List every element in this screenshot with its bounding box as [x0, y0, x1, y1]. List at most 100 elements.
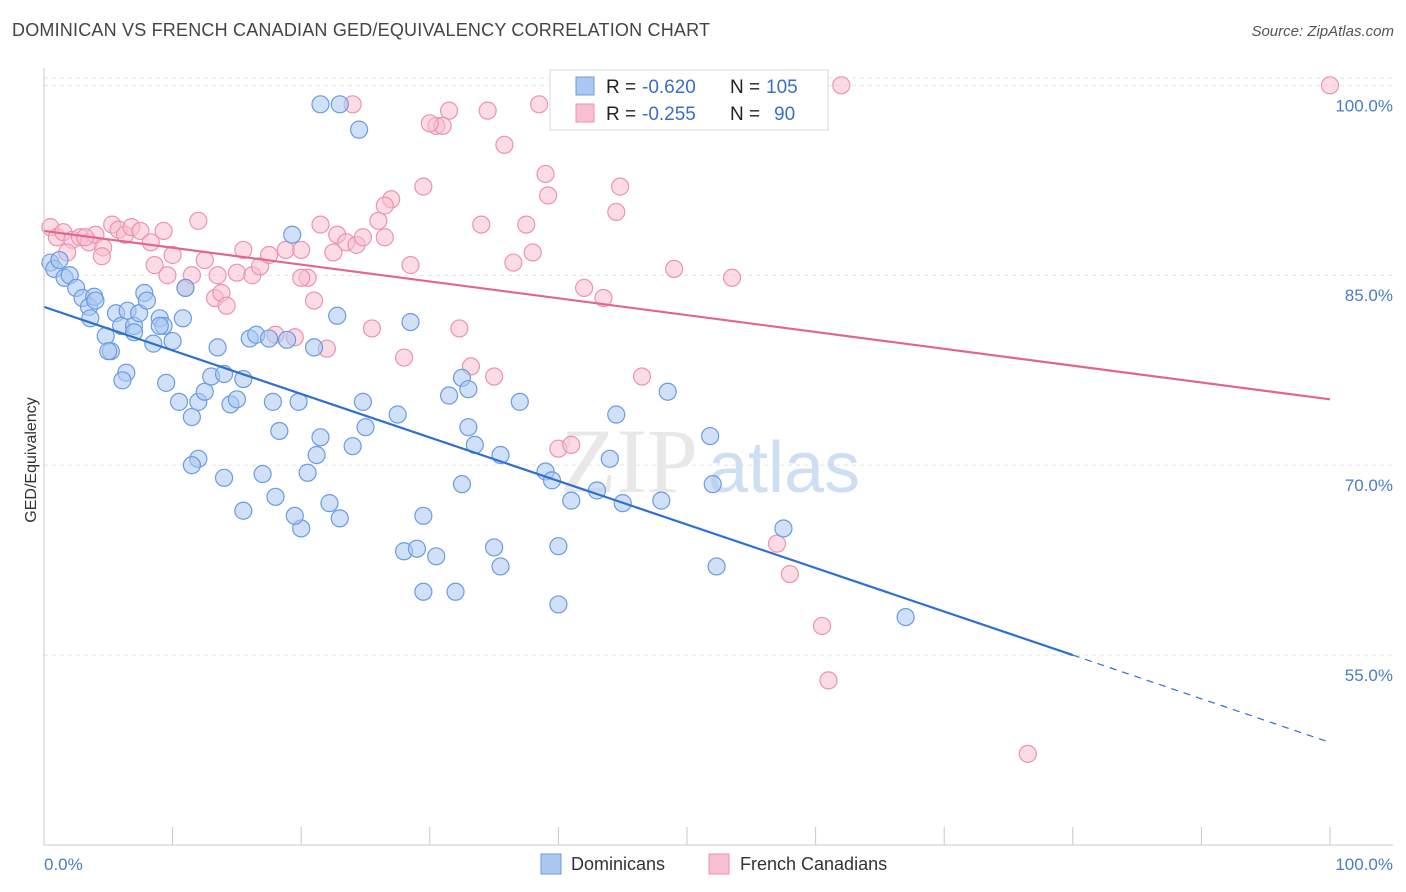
dominicans-point: [401, 312, 420, 332]
french-canadians-point: [539, 186, 558, 205]
french-canadians-point: [163, 245, 182, 265]
french-canadians-point: [832, 76, 851, 95]
legend-french-canadians: French Canadians: [740, 854, 887, 874]
french-canadians-point: [217, 296, 236, 315]
dominicans-point: [407, 539, 427, 558]
french-canadians-point: [1018, 744, 1037, 763]
dominicans-point: [270, 421, 289, 441]
y-axis-label: GED/Equivalency: [23, 397, 40, 522]
french-canadians-point: [375, 228, 394, 247]
dominicans-point: [173, 309, 192, 328]
french-canadians-point: [517, 215, 536, 234]
dominicans-point: [263, 392, 283, 411]
french-canadians-trend-line: [43, 229, 1331, 401]
dominicans-point: [137, 291, 156, 310]
dominicans-point: [356, 418, 375, 437]
french-canadians-point: [234, 240, 253, 260]
dominicans-point: [283, 225, 302, 244]
dominicans-point: [330, 509, 349, 528]
dominicans-point: [307, 445, 326, 465]
dominicans-point: [510, 392, 529, 411]
watermark-zip: ZIP: [560, 410, 698, 512]
dominicans-point: [99, 342, 118, 361]
french-canadians-point: [767, 534, 787, 553]
dominicans-point: [562, 491, 581, 510]
dominicans-point: [113, 371, 132, 390]
french-canadians-point: [478, 101, 497, 120]
dominicans-point: [253, 464, 272, 484]
french-canadians-point: [145, 256, 164, 275]
french-canadians-point: [208, 266, 227, 285]
dominicans-point: [701, 426, 720, 446]
french-canadians-point: [375, 196, 394, 215]
watermark-atlas: atlas: [708, 428, 860, 508]
dominicans-point: [549, 537, 568, 556]
dominicans-point: [208, 338, 227, 357]
french-canadians-point: [504, 253, 523, 272]
dominicans-point: [195, 382, 214, 401]
dominicans-point: [658, 382, 677, 401]
dominicans-point: [549, 595, 568, 614]
legend-r-value-1: -0.620: [642, 77, 696, 98]
series-legend: Dominicans French Canadians: [540, 853, 887, 875]
legend-dominicans: Dominicans: [571, 854, 665, 874]
dominicans-point: [86, 291, 105, 310]
french-canadians-point: [439, 101, 459, 120]
dominicans-swatch-icon: [575, 76, 595, 96]
y-tick-label: 85.0%: [1345, 286, 1393, 305]
y-tick-label: 70.0%: [1345, 476, 1393, 495]
legend-n-value-1: 105: [766, 77, 798, 98]
correlation-legend: R = -0.620 N = 105 R = -0.255 N = 90: [549, 69, 829, 131]
dominicans-point: [311, 428, 330, 447]
dominicans-point: [343, 437, 362, 456]
dominicans-point: [703, 475, 722, 494]
dominicans-point: [50, 250, 69, 270]
x-tick-label-max: 100.0%: [1335, 855, 1393, 874]
axes: [43, 68, 1393, 846]
french-canadians-point: [536, 164, 555, 184]
dominicans-point: [353, 392, 373, 411]
french-canadians-point: [523, 243, 542, 262]
dominicans-point: [600, 449, 619, 468]
french-canadians-point: [819, 671, 838, 690]
chart-title: DOMINICAN VS FRENCH CANADIAN GED/EQUIVAL…: [12, 20, 711, 40]
french-canadians-point: [450, 319, 469, 338]
french-canadians-point: [575, 278, 594, 298]
french-canadians-point: [562, 435, 581, 455]
french-canadians-points: [41, 76, 1340, 763]
dominicans-point: [266, 487, 285, 506]
french-canadians-point: [154, 221, 173, 241]
dominicans-legend-icon: [540, 853, 562, 875]
legend-n-label-1: N =: [730, 77, 760, 98]
french-canadians-point: [353, 228, 373, 247]
legend-r-label-2: R =: [606, 104, 636, 125]
french-canadians-point: [414, 177, 433, 196]
french-canadians-point: [189, 211, 208, 230]
dominicans-trend-line: [43, 305, 1074, 657]
french-canadians-point: [530, 95, 549, 114]
french-canadians-point: [607, 202, 626, 222]
french-canadians-point: [420, 114, 439, 133]
french-canadians-point: [485, 367, 504, 386]
dominicans-point: [439, 386, 459, 405]
dominicans-point: [427, 547, 446, 566]
dominicans-point: [234, 501, 253, 520]
y-tick-label: 55.0%: [1345, 666, 1393, 685]
french-canadians-point: [632, 367, 652, 386]
dominicans-point: [227, 390, 246, 409]
dominicans-point: [774, 519, 793, 538]
dominicans-point: [157, 373, 176, 392]
french-canadians-point: [665, 259, 684, 279]
french-canadians-point: [92, 247, 111, 266]
dominicans-point: [459, 380, 478, 399]
french-canadians-point: [195, 250, 214, 270]
y-tick-label: 100.0%: [1335, 96, 1393, 115]
dominicans-point: [388, 405, 407, 424]
legend-n-value-2: 90: [774, 104, 795, 125]
dominicans-point: [311, 95, 330, 114]
dominicans-point: [607, 405, 626, 424]
x-tick-label-min: 0.0%: [44, 855, 83, 874]
french-canadians-point: [495, 135, 514, 154]
french-canadians-point: [722, 268, 742, 287]
